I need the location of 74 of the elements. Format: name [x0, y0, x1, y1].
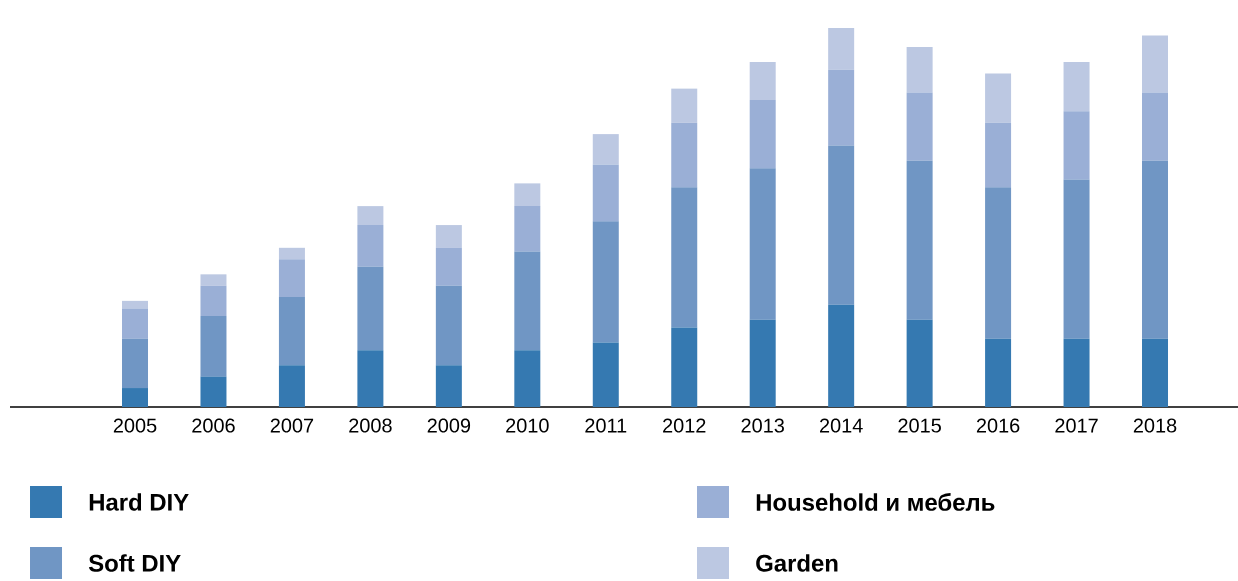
bar: [985, 122, 1012, 188]
bar: [200, 274, 227, 286]
bar: [122, 300, 149, 309]
bar: [514, 251, 541, 351]
bar: [592, 342, 619, 407]
bar: [1142, 35, 1169, 93]
bar: [828, 69, 855, 146]
bar: [828, 27, 855, 70]
bar: [278, 297, 305, 366]
x-tick-label: 2006: [192, 418, 235, 433]
bar: [514, 350, 541, 407]
x-tick-label: 2016: [976, 418, 1020, 433]
bar: [278, 247, 305, 260]
bar: [1063, 62, 1090, 112]
bar: [357, 266, 384, 351]
bar: [985, 338, 1012, 407]
x-tick-label: 2007: [270, 418, 314, 433]
bar: [749, 168, 776, 320]
bar: [122, 388, 149, 407]
bar: [749, 319, 776, 407]
x-tick-label: 2014: [820, 418, 863, 433]
bar: [985, 73, 1012, 123]
bar: [1142, 338, 1169, 407]
x-tick-label: 2010: [506, 418, 549, 433]
bar: [906, 46, 933, 93]
bar: [1142, 160, 1169, 339]
bar: [200, 376, 227, 407]
x-tick-label: 2018: [1133, 418, 1177, 433]
bar: [200, 316, 227, 377]
bar: [435, 247, 462, 286]
x-tick-label: 2017: [1055, 418, 1098, 433]
bar: [592, 221, 619, 343]
bar: [906, 160, 933, 320]
bar: [278, 259, 305, 298]
bar: [592, 164, 619, 222]
bar: [122, 308, 149, 339]
bar: [749, 100, 776, 169]
bar: [592, 134, 619, 165]
x-tick-label: 2012: [663, 418, 706, 433]
bar: [828, 304, 855, 407]
bar: [357, 225, 384, 267]
x-tick-label: 2015: [898, 418, 941, 433]
bar: [435, 225, 462, 248]
bar: [671, 88, 698, 123]
bar: [278, 365, 305, 407]
bar: [906, 92, 933, 161]
bar: [671, 122, 698, 188]
bar: [200, 285, 227, 317]
bar: [671, 327, 698, 407]
x-tick-label: 2008: [349, 418, 392, 433]
legend-label: Hard DIY: [89, 493, 189, 511]
bar: [435, 365, 462, 407]
bar: [357, 206, 384, 226]
bar: [357, 350, 384, 407]
legend-label: Soft DIY: [88, 554, 181, 572]
bar: [828, 145, 855, 305]
bar: [1063, 338, 1090, 407]
legend-label: Garden: [756, 554, 838, 572]
x-tick-label: 2011: [585, 418, 627, 433]
bar: [122, 338, 149, 389]
bar: [749, 62, 776, 100]
bar: [514, 183, 541, 207]
bar: [514, 206, 541, 252]
bar: [1063, 111, 1090, 180]
bar: [985, 187, 1012, 339]
bar: [906, 319, 933, 407]
bar: [1142, 92, 1169, 161]
x-tick-label: 2005: [113, 418, 157, 433]
x-tick-label: 2013: [741, 418, 784, 433]
bar: [435, 285, 462, 366]
legend-label: Household и мебель: [756, 493, 995, 511]
x-tick-label: 2009: [427, 418, 471, 433]
bar: [1063, 179, 1090, 339]
bar: [671, 187, 698, 328]
